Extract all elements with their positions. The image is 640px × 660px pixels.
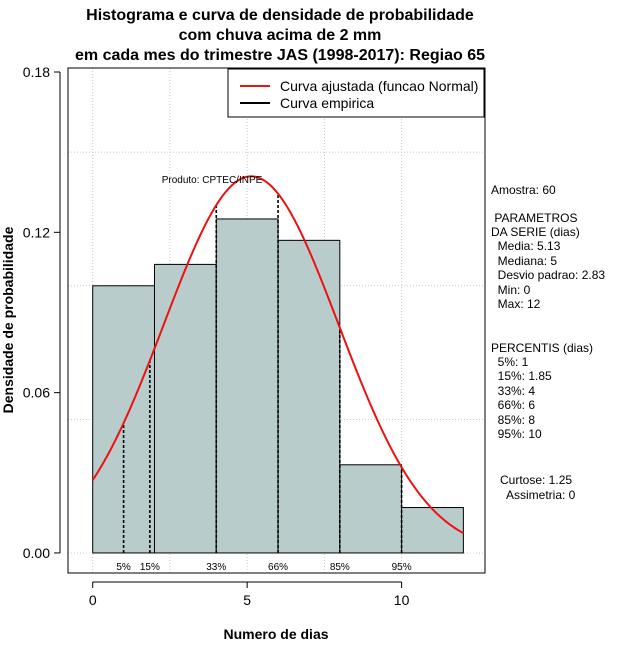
stat-assimetria: Assimetria: 0 (500, 488, 576, 502)
stat-max: Max: 12 (491, 297, 541, 311)
histogram-bar (215, 218, 279, 554)
percentile-label: 85% (330, 562, 350, 573)
legend-box (227, 68, 485, 118)
stat-min: Min: 0 (491, 283, 531, 297)
plot-border (67, 67, 486, 574)
histogram-bar (92, 285, 155, 554)
stat-p15: 15%: 1.85 (491, 369, 552, 383)
stat-parametros-subtitle: DA SERIE (dias) (491, 225, 580, 239)
legend: Curva ajustada (funcao Normal) Curva emp… (227, 68, 485, 118)
histogram-bar (339, 464, 403, 554)
chart-title-line-1: Histograma e curva de densidade de proba… (86, 7, 474, 24)
legend-label-empirica: Curva empirica (280, 95, 374, 111)
chart-title-line-2: com chuva acima de 2 mm (178, 27, 382, 44)
histogram-bar (277, 239, 341, 554)
histogram-bar (401, 507, 464, 554)
stat-p33: 33%: 4 (491, 384, 536, 398)
stat-p66: 66%: 6 (491, 398, 536, 412)
percentile-label: 33% (206, 562, 226, 573)
stat-percentis-title: PERCENTIS (dias) (491, 341, 594, 355)
percentile-label: 95% (392, 562, 412, 573)
y-tick-label: 0.12 (23, 224, 50, 240)
y-tick-label: 0.18 (23, 64, 50, 80)
percentile-label: 66% (268, 562, 288, 573)
product-label: Produto: CPTEC/INPE (162, 175, 263, 186)
x-tick-label: 0 (89, 592, 97, 608)
chart-title-line-3: em cada mes do trimestre JAS (1998-2017)… (75, 47, 485, 64)
x-tick-label: 10 (394, 592, 410, 608)
stat-p95: 95%: 10 (491, 427, 542, 441)
stat-p85: 85%: 8 (491, 413, 536, 427)
stat-amostra: Amostra: 60 (491, 183, 556, 197)
x-tick-label: 5 (243, 592, 251, 608)
y-tick-label: 0.00 (23, 545, 50, 561)
normal-fit-curve (91, 175, 464, 535)
percentile-label: 15% (140, 562, 160, 573)
percentile-label: 5% (116, 562, 131, 573)
y-axis-label: Densidade de probabilidade (0, 226, 16, 413)
stat-p5: 5%: 1 (491, 355, 529, 369)
y-tick-label: 0.06 (23, 385, 50, 401)
stat-media: Media: 5.13 (491, 239, 561, 253)
stat-mediana: Mediana: 5 (491, 254, 558, 268)
legend-label-normal: Curva ajustada (funcao Normal) (280, 78, 478, 94)
histogram-bar (153, 263, 217, 554)
stat-curtose: Curtose: 1.25 (500, 473, 573, 487)
stat-desvio: Desvio padrao: 2.83 (491, 268, 606, 282)
stat-parametros-title: PARAMETROS (491, 211, 578, 225)
x-axis-label: Numero de dias (223, 626, 328, 642)
